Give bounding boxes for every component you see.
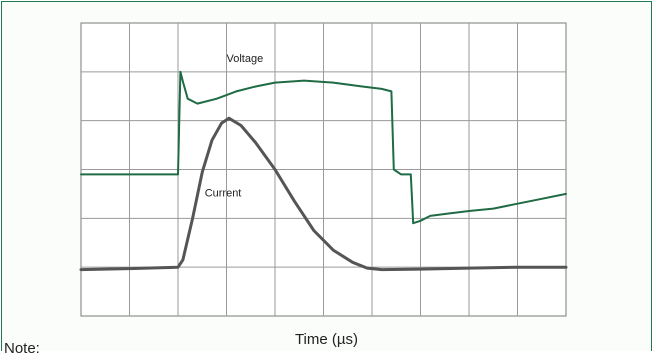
series-layer <box>79 70 568 272</box>
series-label-current: Current <box>205 187 242 199</box>
annotation-layer: Voltage Current <box>205 53 264 199</box>
x-axis-label: Time (µs) <box>294 331 359 348</box>
note-label: Note: <box>4 340 40 357</box>
series-line-voltage <box>80 70 567 225</box>
series-line-current <box>79 116 568 272</box>
series-label-voltage: Voltage <box>227 53 264 65</box>
